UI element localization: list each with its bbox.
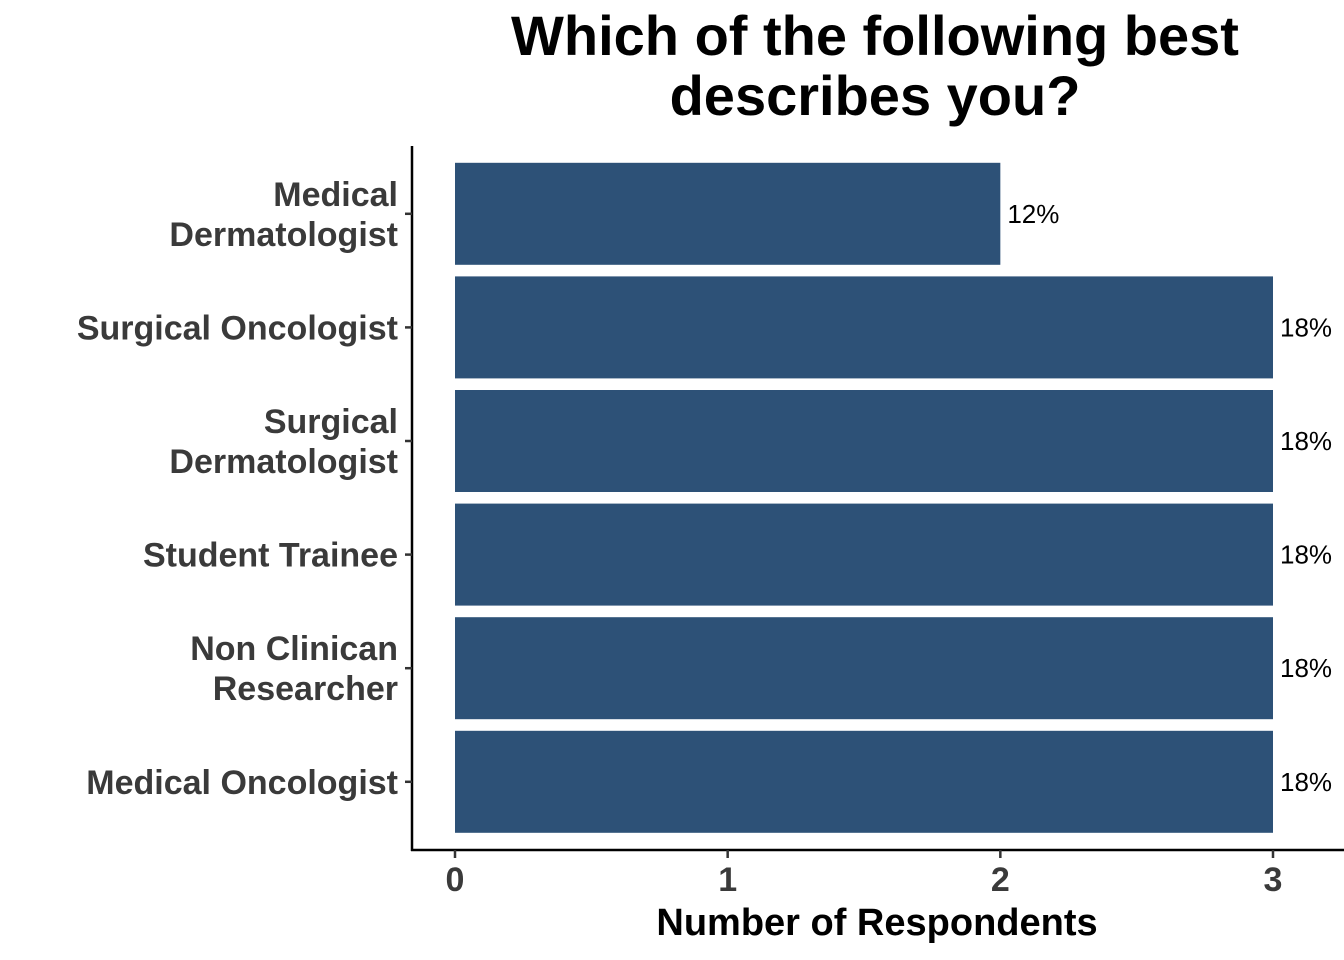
bars-group: [455, 162, 1273, 833]
data-label: 18%: [1280, 426, 1332, 456]
y-tick-label: Non Clinican Researcher: [190, 630, 398, 708]
x-tick-label: 3: [1264, 861, 1283, 899]
chart-title-line-2: describes you?: [669, 64, 1081, 127]
y-tick-label: Student Trainee: [143, 537, 398, 575]
data-label: 18%: [1280, 767, 1332, 797]
x-tick-label: 2: [991, 861, 1010, 899]
bar: [455, 503, 1273, 606]
chart-title: Which of the following best describes yo…: [440, 6, 1310, 126]
bar: [455, 276, 1273, 379]
bar: [455, 390, 1273, 492]
chart-title-line-1: Which of the following best: [511, 4, 1239, 67]
x-axis-title: Number of Respondents: [656, 902, 1097, 944]
x-tick-label: 0: [446, 861, 465, 899]
y-tick-label: Surgical Oncologist: [77, 309, 398, 347]
bar: [455, 730, 1273, 833]
data-labels-group: 12% 18% 18% 18% 18% 18%: [1007, 199, 1332, 797]
x-tick-label: 1: [718, 861, 737, 899]
x-axis: 0 1 2 3: [411, 848, 1344, 899]
y-axis: Medical Dermatologist Surgical Oncologist S…: [77, 146, 414, 851]
data-label: 12%: [1007, 199, 1059, 229]
data-label: 18%: [1280, 540, 1332, 570]
y-tick-label: Surgical Dermatologist: [169, 403, 398, 481]
data-label: 18%: [1280, 653, 1332, 683]
y-tick-label: Medical Oncologist: [86, 764, 398, 802]
bar: [455, 617, 1273, 720]
data-label: 18%: [1280, 312, 1332, 342]
bar: [455, 162, 1001, 265]
y-tick-label: Medical Dermatologist: [169, 176, 398, 254]
